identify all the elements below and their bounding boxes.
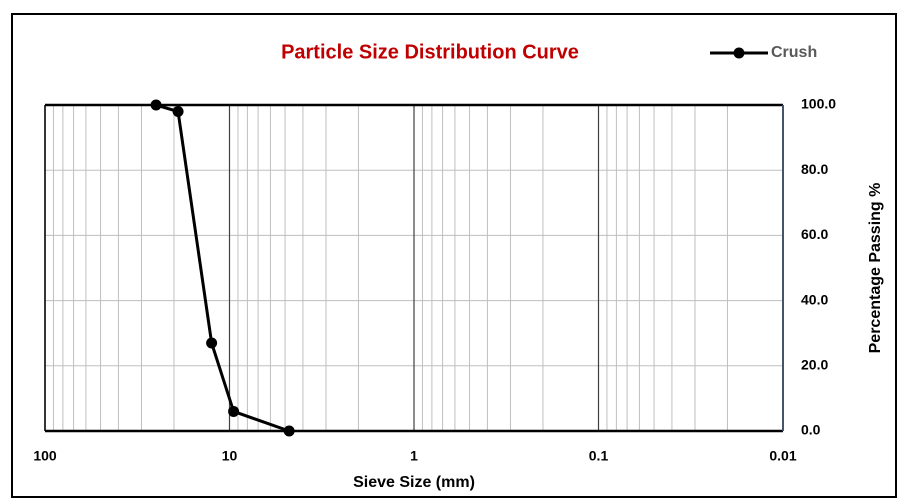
x-tick-label: 100 (33, 448, 57, 464)
x-axis-label: Sieve Size (mm) (353, 474, 475, 491)
x-tick-label: 1 (410, 448, 418, 464)
series-marker (172, 106, 184, 118)
y-axis-label: Percentage Passing % (867, 183, 884, 354)
series-marker (150, 99, 162, 111)
y-tick-label: 100.0 (801, 96, 836, 112)
series-marker (283, 425, 295, 437)
y-tick-label: 40.0 (801, 291, 828, 307)
y-tick-label: 60.0 (801, 226, 828, 242)
x-tick-label: 0.01 (769, 448, 796, 464)
y-tick-label: 80.0 (801, 161, 828, 177)
series-marker (228, 405, 240, 417)
x-tick-label: 0.1 (589, 448, 609, 464)
y-tick-label: 20.0 (801, 357, 828, 373)
y-tick-label: 0.0 (801, 422, 821, 438)
legend-label: Crush (771, 44, 817, 61)
series-marker (206, 337, 218, 349)
chart-title: Particle Size Distribution Curve (281, 41, 579, 63)
x-tick-label: 10 (222, 448, 238, 464)
frame (11, 13, 897, 498)
legend-marker (733, 47, 745, 59)
